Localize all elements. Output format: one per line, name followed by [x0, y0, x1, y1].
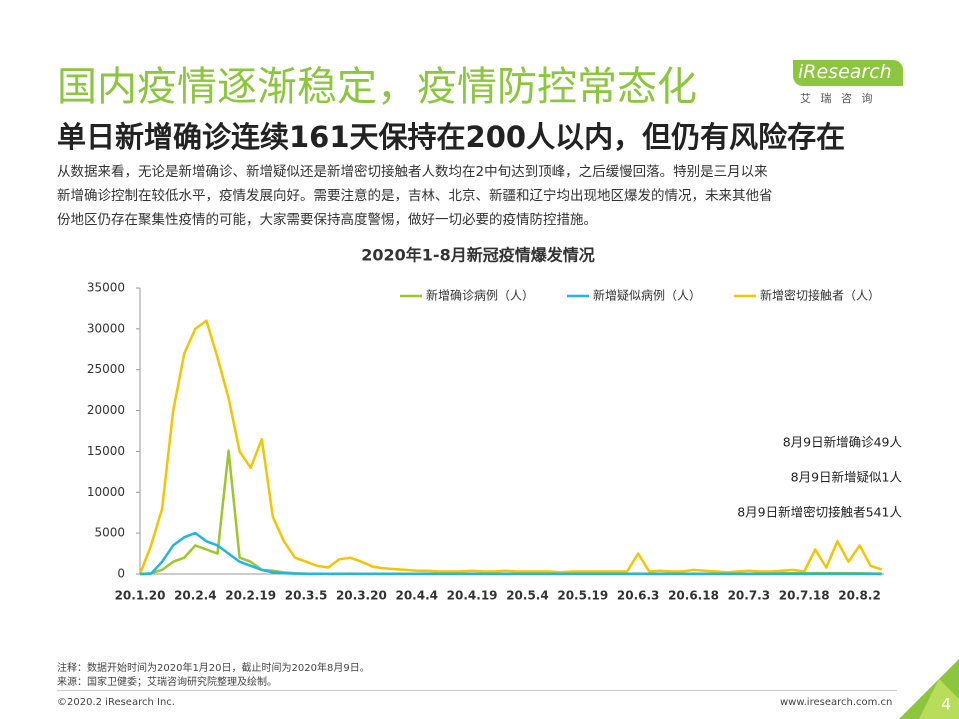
y-tick-label: 10000 [87, 485, 125, 499]
x-tick-label: 20.8.2 [838, 589, 881, 603]
x-tick-label: 20.4.4 [395, 589, 438, 603]
x-tick-label: 20.3.5 [285, 589, 328, 603]
x-tick-label: 20.6.18 [668, 589, 719, 603]
x-tick-label: 20.5.19 [557, 589, 608, 603]
logo-box [793, 60, 903, 86]
chart-title: 2020年1-8月新冠疫情爆发情况 [361, 246, 594, 265]
y-tick-label: 20000 [87, 403, 125, 417]
y-tick-label: 15000 [87, 444, 125, 458]
x-tick-label: 20.2.19 [225, 589, 276, 603]
x-tick-label: 20.7.3 [728, 589, 771, 603]
legend-label: 新增疑似病例（人） [593, 288, 701, 303]
annotation: 8月9日新增密切接触者541人 [737, 505, 902, 520]
x-tick-label: 20.1.20 [115, 589, 166, 603]
page-number: 4 [941, 695, 951, 714]
y-tick-label: 35000 [87, 281, 125, 295]
logo: iResearch [798, 61, 892, 83]
annotation: 8月9日新增确诊49人 [783, 435, 903, 450]
subtitle: 单日新增确诊连续161天保持在200人以内，但仍有风险存在 [57, 120, 846, 154]
legend-label: 新增确诊病例（人） [426, 288, 534, 303]
paragraph-line: 新增确诊控制在较低水平，疫情发展向好。需要注意的是，吉林、北京、新疆和辽宁均出现… [57, 188, 773, 204]
paragraph-line: 从数据来看，无论是新增确诊、新增疑似还是新增密切接触者人数均在2中旬达到顶峰，之… [57, 164, 768, 180]
x-tick-label: 20.2.4 [174, 589, 217, 603]
y-tick-label: 25000 [87, 362, 125, 376]
source: 来源：国家卫健委；艾瑞咨询研究院整理及绘制。 [57, 677, 277, 688]
legend-label: 新增密切接触者（人） [760, 288, 880, 303]
copyright: ©2020.2 iResearch Inc. [57, 697, 175, 708]
x-tick-label: 20.7.18 [779, 589, 830, 603]
x-tick-label: 20.5.4 [506, 589, 549, 603]
y-tick-label: 5000 [94, 526, 125, 540]
corner: 4 [899, 659, 959, 719]
series-line [138, 319, 883, 575]
y-tick-label: 0 [117, 567, 125, 581]
chart: 2020年1-8月新冠疫情爆发情况 0 5000 10000 15000 20000 25… [87, 246, 903, 603]
series-line [139, 531, 882, 576]
x-tick-label: 20.3.20 [336, 589, 387, 603]
annotation: 8月9日新增疑似1人 [791, 470, 903, 485]
note: 注释：数据开始时间为2020年1月20日，截止时间为2020年8月9日。 [57, 663, 370, 674]
x-tick-label: 20.6.3 [617, 589, 660, 603]
footer-rule [57, 690, 897, 691]
paragraph-line: 份地区仍存在聚集性疫情的可能，大家需要保持高度警惕，做好一切必要的疫情防控措施。 [57, 212, 597, 228]
url: www.iresearch.com.cn [780, 697, 893, 708]
logo-sub: 艾 瑞 咨 询 [800, 92, 876, 105]
y-tick-label: 30000 [87, 321, 125, 335]
title: 国内疫情逐渐稳定，疫情防控常态化 [57, 64, 697, 110]
x-tick-label: 20.4.19 [447, 589, 498, 603]
